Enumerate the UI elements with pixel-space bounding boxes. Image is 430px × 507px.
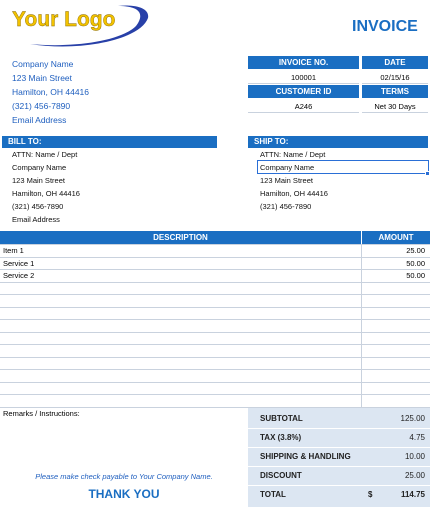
address-line: (321) 456-7890 <box>260 202 312 211</box>
row-line <box>0 406 430 408</box>
address-line: ATTN: Name / Dept <box>260 150 326 159</box>
totals-label: SUBTOTAL <box>260 414 303 423</box>
currency: $ <box>368 490 373 499</box>
col-line <box>361 244 362 407</box>
info-value: 02/15/16 <box>362 71 428 84</box>
company-line: 123 Main Street <box>12 73 73 83</box>
address-line: 123 Main Street <box>260 176 313 185</box>
row-line <box>0 344 430 345</box>
totals-value: 4.75 <box>409 433 425 442</box>
section-header: SHIP TO: <box>248 136 428 148</box>
address-line: Email Address <box>12 215 60 224</box>
selection-handle <box>425 171 430 176</box>
items-header: AMOUNT <box>362 231 430 244</box>
row-line <box>0 394 430 395</box>
invoice-title: INVOICE <box>352 18 418 35</box>
totals-value: 125.00 <box>400 414 425 423</box>
address-line: 123 Main Street <box>12 176 65 185</box>
logo-swoosh <box>30 5 149 47</box>
row-line <box>0 269 430 270</box>
payment-note: Please make check payable to Your Compan… <box>35 472 213 481</box>
item-description: Item 1 <box>3 246 24 255</box>
logo: Your Logo <box>12 5 149 47</box>
info-value: A246 <box>248 100 359 113</box>
total-row-line <box>248 466 430 467</box>
address-line: (321) 456-7890 <box>12 202 64 211</box>
items-header: DESCRIPTION <box>0 231 361 244</box>
totals-label: TAX (3.8%) <box>260 433 302 442</box>
address-line: ATTN: Name / Dept <box>12 150 78 159</box>
section-header: BILL TO: <box>2 136 217 148</box>
selected-cell <box>257 160 429 174</box>
item-amount: 50.00 <box>406 258 425 268</box>
company-line: (321) 456-7890 <box>12 101 71 111</box>
row-line <box>0 306 430 308</box>
total-value: 114.75 <box>400 490 425 499</box>
info-header: INVOICE NO. <box>248 56 359 69</box>
item-description: Service 1 <box>3 258 35 268</box>
company-line: Email Address <box>12 115 67 125</box>
totals-label: TOTAL <box>260 490 286 499</box>
row-line <box>0 356 430 358</box>
address-line: Company Name <box>260 163 315 172</box>
totals-value: 10.00 <box>404 452 425 461</box>
row-line <box>0 381 430 383</box>
totals-bg <box>248 408 430 507</box>
totals-value: 25.00 <box>404 471 425 480</box>
info-value: 100001 <box>248 71 359 84</box>
row-line <box>0 281 430 283</box>
row-line <box>0 319 430 320</box>
address-line: Hamilton, OH 44416 <box>260 189 328 198</box>
info-header: DATE <box>362 56 428 69</box>
row-line <box>0 256 430 258</box>
total-row-line <box>248 447 430 448</box>
row-line <box>0 369 430 370</box>
totals-label: SHIPPING & HANDLING <box>260 452 351 461</box>
thank-you: THANK YOU <box>88 487 160 501</box>
company-line: Company Name <box>12 59 74 69</box>
row-line <box>0 331 430 333</box>
row-line <box>0 294 430 295</box>
address-line: Company Name <box>12 163 67 172</box>
logo-text: Your Logo <box>12 8 115 31</box>
item-amount: 50.00 <box>406 271 425 280</box>
remarks-label: Remarks / Instructions: <box>3 409 80 418</box>
info-value: Net 30 Days <box>362 100 428 113</box>
total-row-line <box>248 428 430 429</box>
address-line: Hamilton, OH 44416 <box>12 189 80 198</box>
total-row-line <box>248 485 430 486</box>
item-description: Service 2 <box>3 271 35 280</box>
company-line: Hamilton, OH 44416 <box>12 87 90 97</box>
item-amount: 25.00 <box>406 246 425 255</box>
info-header: TERMS <box>362 85 428 98</box>
totals-label: DISCOUNT <box>260 471 302 480</box>
info-header: CUSTOMER ID <box>248 85 359 98</box>
row-line <box>0 244 430 245</box>
